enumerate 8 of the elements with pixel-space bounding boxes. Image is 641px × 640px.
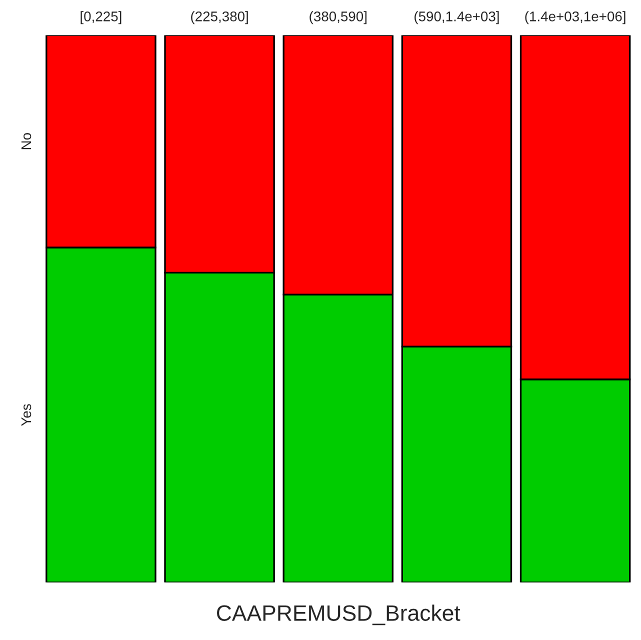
x-tick-label: (380,590] bbox=[310, 11, 366, 24]
x-tick-label: (225,380] bbox=[191, 11, 248, 24]
text: No bbox=[21, 133, 32, 150]
text: Yes bbox=[21, 404, 32, 426]
x-tick-label: (1.4e+03,1e+06] bbox=[525, 11, 626, 24]
x-axis-title: CAAPREMUSD_Bracket bbox=[217, 604, 460, 626]
x-tick-label: (590,1.4e+03] bbox=[414, 11, 499, 24]
x-tick-label: [0,225] bbox=[80, 11, 122, 24]
